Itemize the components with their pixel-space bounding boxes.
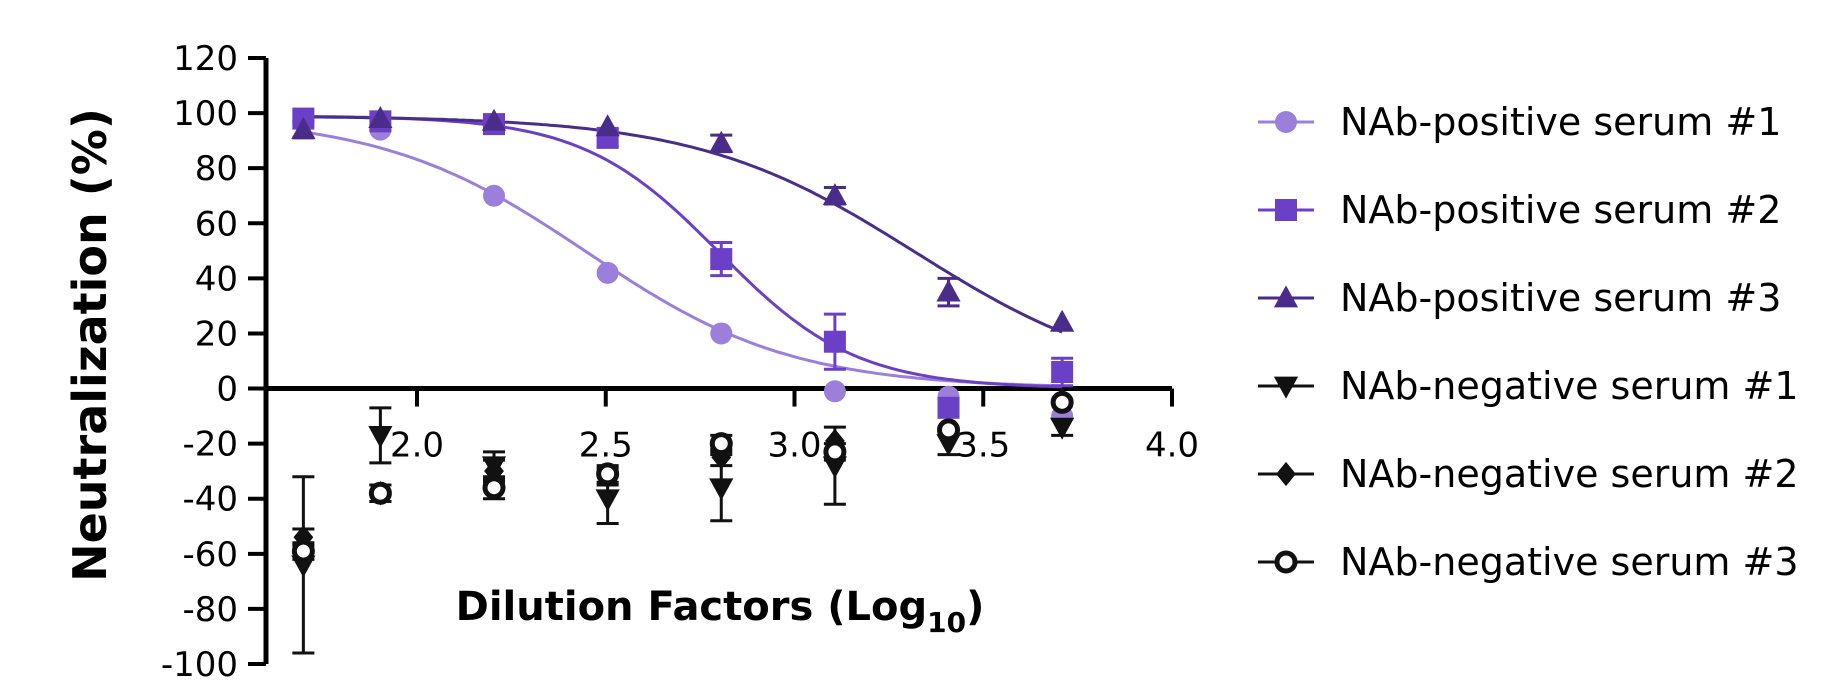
fit-curve-series-3 — [303, 115, 1063, 334]
data-point-series-3 — [822, 183, 847, 206]
legend-item: NAb-negative serum #1 — [1258, 364, 1799, 408]
x-axis-title-main: Dilution Factors (Log — [456, 584, 927, 630]
legend-item: NAb-negative serum #2 — [1258, 452, 1799, 496]
data-point-series-1 — [596, 261, 619, 284]
y-tick-label: 100 — [173, 94, 238, 134]
y-tick-label: 80 — [195, 149, 238, 189]
data-point-series-1 — [823, 380, 846, 403]
legend-marker — [1275, 199, 1297, 221]
y-axis: 120 100 80 60 40 20 0 -20 -40 -60 -80 -100 — [161, 39, 269, 680]
y-tick-label: 120 — [173, 39, 238, 79]
legend-label: NAb-positive serum #1 — [1340, 100, 1781, 144]
legend-label: NAb-negative serum #2 — [1340, 452, 1799, 496]
data-point-series-2 — [1051, 361, 1074, 384]
data-point-series-3 — [368, 105, 393, 128]
data-point-series-6 — [596, 462, 620, 486]
y-axis-title: Neutralization (%) — [63, 108, 117, 582]
x-axis-title-subscript: 10 — [927, 606, 966, 639]
data-point-series-4 — [291, 555, 316, 578]
legend-label: NAb-negative serum #1 — [1340, 364, 1799, 408]
data-point-series-4 — [822, 456, 847, 479]
legend-marker — [1275, 111, 1297, 133]
legend-marker — [1274, 550, 1298, 574]
legend-marker — [1273, 285, 1299, 308]
data-point-series-3 — [481, 108, 507, 131]
data-point-series-2 — [710, 248, 733, 271]
x-tick-label: 3.0 — [767, 426, 821, 466]
y-tick-label: -80 — [182, 590, 238, 630]
data-point-series-5 — [484, 459, 504, 484]
legend-label: NAb-positive serum #2 — [1340, 188, 1781, 232]
data-points — [291, 105, 1075, 578]
data-point-series-1 — [483, 184, 506, 207]
y-tick-label: -40 — [182, 480, 238, 520]
x-tick-label: 4.0 — [1145, 426, 1199, 466]
data-point-series-3 — [291, 116, 316, 139]
data-point-series-6 — [709, 432, 733, 456]
data-point-series-4 — [368, 426, 393, 449]
data-point-series-6 — [1050, 390, 1074, 414]
data-point-series-6 — [937, 418, 961, 442]
legend: NAb-positive serum #1 NAb-positive serum … — [1258, 100, 1799, 584]
data-point-series-6 — [823, 440, 847, 464]
x-axis-title: Dilution Factors (Log10) — [456, 584, 985, 639]
legend-marker — [1273, 376, 1299, 399]
x-axis: 2.0 2.5 3.0 3.5 4.0 — [266, 386, 1199, 466]
y-tick-label: -100 — [161, 645, 238, 680]
data-point-series-6 — [368, 481, 392, 505]
data-point-series-4 — [595, 489, 620, 512]
legend-label: NAb-negative serum #3 — [1340, 540, 1799, 584]
data-point-series-5 — [293, 525, 314, 550]
data-point-series-2 — [823, 330, 846, 353]
fit-curve-series-2 — [303, 115, 1063, 389]
y-tick-label: 0 — [216, 370, 238, 410]
data-point-series-6 — [482, 476, 506, 500]
legend-item: NAb-positive serum #2 — [1258, 188, 1781, 232]
data-point-series-3 — [709, 130, 734, 153]
legend-label: NAb-positive serum #3 — [1340, 276, 1781, 320]
data-point-series-4 — [1050, 417, 1075, 440]
legend-marker — [1276, 461, 1296, 487]
y-tick-label: 20 — [195, 314, 238, 354]
fit-curves — [303, 115, 1063, 389]
data-point-series-4 — [709, 478, 734, 501]
data-point-series-3 — [936, 279, 961, 302]
x-tick-label: 2.5 — [579, 426, 633, 466]
x-tick-label: 2.0 — [390, 426, 444, 466]
fit-curve-series-1 — [303, 130, 1063, 388]
data-point-series-1 — [710, 322, 733, 345]
x-axis-title-close: ) — [966, 584, 984, 630]
x-tick-label: 3.5 — [956, 426, 1010, 466]
data-point-series-3 — [1050, 309, 1075, 332]
legend-item: NAb-positive serum #3 — [1258, 276, 1781, 320]
data-point-series-6 — [291, 539, 315, 563]
y-tick-label: -60 — [182, 535, 238, 575]
legend-item: NAb-negative serum #3 — [1258, 540, 1799, 584]
legend-item: NAb-positive serum #1 — [1258, 100, 1781, 144]
y-tick-label: 40 — [195, 259, 238, 299]
y-tick-label: -20 — [182, 425, 238, 465]
y-tick-label: 60 — [195, 204, 238, 244]
data-point-series-2 — [937, 396, 960, 419]
data-point-series-3 — [595, 114, 620, 137]
